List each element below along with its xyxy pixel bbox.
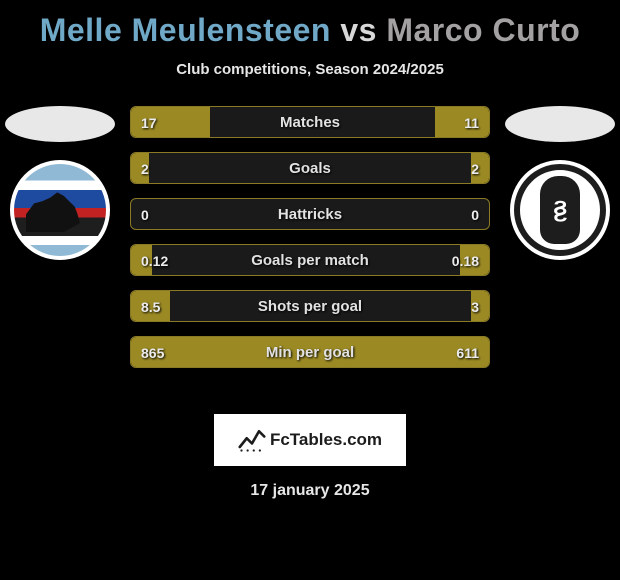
stat-label: Goals: [131, 153, 489, 183]
stat-value-left: 8.5: [141, 291, 160, 322]
player1-name: Melle Meulensteen: [40, 12, 331, 48]
stat-value-right: 0.18: [452, 245, 479, 276]
fctables-icon: [238, 426, 266, 454]
stat-value-right: 2: [471, 153, 479, 184]
stat-value-right: 3: [471, 291, 479, 322]
vs-text: vs: [340, 12, 377, 48]
stats-bars: 1711Matches22Goals00Hattricks0.120.18Goa…: [130, 106, 490, 382]
player1-club-badge: [10, 160, 110, 260]
player2-name: Marco Curto: [386, 12, 580, 48]
bar-right-fill: [231, 337, 489, 367]
comparison-panel: § 1711Matches22Goals00Hattricks0.120.18G…: [0, 106, 620, 406]
watermark-text: FcTables.com: [270, 430, 382, 450]
player2-photo-placeholder: [505, 106, 615, 142]
date-text: 17 january 2025: [0, 482, 620, 500]
stat-label: Shots per goal: [131, 291, 489, 321]
stat-value-left: 865: [141, 337, 164, 368]
stat-row: 0 0Hattricks: [130, 198, 490, 230]
subtitle: Club competitions, Season 2024/2025: [0, 61, 620, 78]
stat-value-left: 0.12: [141, 245, 168, 276]
player2-column: §: [500, 106, 620, 260]
stat-label: Goals per match: [131, 245, 489, 275]
stat-value-right: 611: [456, 337, 479, 368]
stat-row: 0.12 0.18Goals per match: [130, 244, 490, 276]
stat-value-left: 0: [141, 199, 149, 230]
stat-value-left: 2: [141, 153, 149, 184]
stat-row: 8.5 3Shots per goal: [130, 290, 490, 322]
player2-club-badge: §: [510, 160, 610, 260]
stat-label: Hattricks: [131, 199, 489, 229]
stat-row: 2 2Goals: [130, 152, 490, 184]
watermark: FcTables.com: [214, 414, 406, 466]
stat-value-left: 17: [141, 107, 157, 138]
stat-row: 1711Matches: [130, 106, 490, 138]
stat-value-right: 0: [471, 199, 479, 230]
player1-photo-placeholder: [5, 106, 115, 142]
page-title: Melle Meulensteen vs Marco Curto: [0, 0, 620, 49]
stat-value-right: 11: [464, 107, 479, 138]
player1-column: [0, 106, 120, 260]
bar-right-fill: [435, 107, 489, 137]
stat-row: 865611Min per goal: [130, 336, 490, 368]
